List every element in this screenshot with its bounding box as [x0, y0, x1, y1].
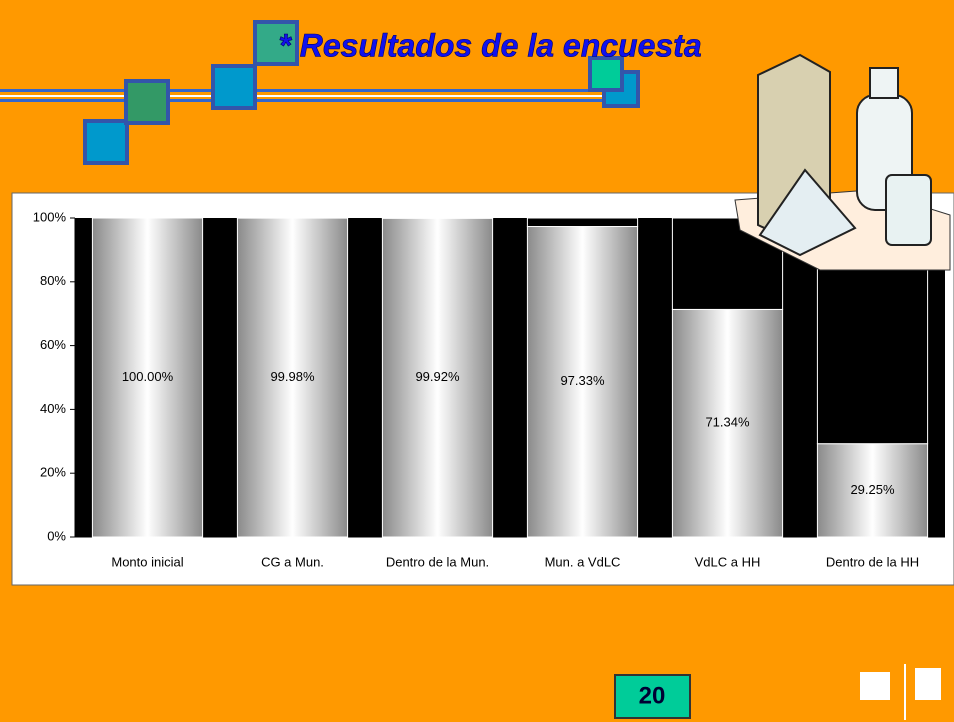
x-tick-label: CG a Mun. [261, 554, 324, 569]
y-tick-label: 0% [47, 528, 66, 543]
bar-segment [236, 217, 349, 538]
y-tick-label: 20% [40, 465, 66, 480]
page-number-box [614, 674, 691, 719]
bar-segment [526, 217, 639, 228]
x-tick-label: Monto inicial [111, 554, 183, 569]
x-tick-label: VdLC a HH [695, 554, 761, 569]
bar-segment [671, 308, 784, 538]
slide-title: * Resultados de la encuesta [278, 27, 701, 63]
bar-segment [526, 226, 639, 538]
bar-segment [381, 217, 494, 538]
data-label: 100.00% [122, 369, 174, 384]
bar-segment [91, 217, 204, 538]
illustration [734, 53, 951, 271]
plot-background [75, 218, 945, 537]
plot: 0% 20% 40% 60% 80% 100% 100.00% 99.98% 99.92% 97.… [33, 209, 945, 543]
decoration [0, 20, 640, 165]
bar-segment [816, 443, 929, 538]
y-tick-label: 80% [40, 273, 66, 288]
y-tick-label: 60% [40, 337, 66, 352]
x-tick-label: Mun. a VdLC [545, 554, 621, 569]
logo [860, 664, 941, 720]
x-tick-label: Dentro de la HH [826, 554, 919, 569]
x-tick-label: Dentro de la Mun. [386, 554, 489, 569]
page-number: 20 [639, 682, 666, 709]
data-label: 99.98% [270, 369, 315, 384]
y-tick-label: 40% [40, 401, 66, 416]
data-label: 29.25% [850, 482, 895, 497]
data-label: 99.92% [415, 369, 460, 384]
data-label: 97.33% [560, 373, 605, 388]
y-tick-label: 100% [33, 209, 67, 224]
data-label: 71.34% [705, 415, 750, 430]
